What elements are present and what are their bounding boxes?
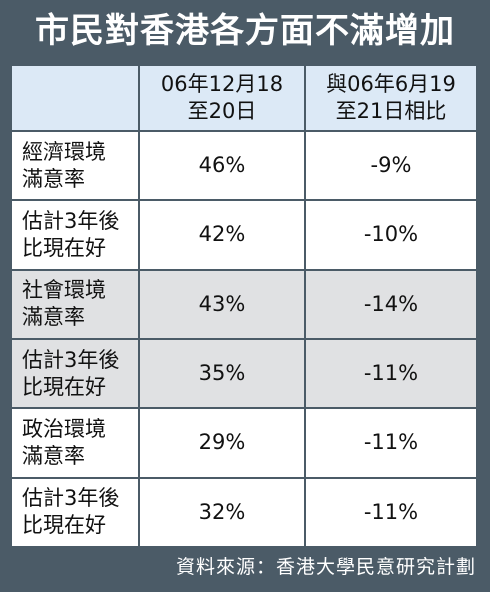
table-cell: -9% [306, 132, 476, 200]
header-line: 至20日 [187, 99, 257, 123]
table-cell: -10% [306, 201, 476, 269]
table-cell: 32% [140, 478, 304, 546]
table-cell: -11% [306, 340, 476, 408]
table-cell: -11% [306, 409, 476, 477]
column-header: 06年12月18 至20日 [140, 66, 304, 130]
table-cell: 43% [140, 270, 304, 338]
table-cell: 29% [140, 409, 304, 477]
row-label: 政治環境 滿意率 [12, 409, 138, 477]
table-cell: -11% [306, 478, 476, 546]
table-cell: 46% [140, 132, 304, 200]
header-line: 06年12月18 [160, 72, 284, 96]
label-line: 估計3年後 [22, 486, 120, 511]
column-header: 與06年6月19 至21日相比 [306, 66, 476, 130]
row-label: 經濟環境 滿意率 [12, 132, 138, 200]
row-label: 估計3年後 比現在好 [12, 340, 138, 408]
title: 市民對香港各方面不滿增加 [35, 11, 455, 51]
label-line: 經濟環境 [22, 139, 106, 164]
label-line: 估計3年後 [22, 208, 120, 233]
table: 06年12月18 至20日 與06年6月19 至21日相比 經濟環境 滿意率 46% -9% 估… [12, 66, 478, 546]
label-line: 比現在好 [22, 374, 106, 399]
label-line: 滿意率 [22, 305, 85, 330]
table-cell: 35% [140, 340, 304, 408]
row-label: 估計3年後 比現在好 [12, 201, 138, 269]
label-line: 估計3年後 [22, 347, 120, 372]
header-line: 至21日相比 [335, 99, 447, 123]
label-line: 政治環境 [22, 416, 106, 441]
table-cell: -14% [306, 270, 476, 338]
header-line: 與06年6月19 [326, 72, 456, 96]
label-line: 比現在好 [22, 513, 106, 538]
label-line: 滿意率 [22, 443, 85, 468]
header-corner [12, 66, 138, 130]
table-cell: 42% [140, 201, 304, 269]
label-line: 比現在好 [22, 235, 106, 260]
source-note: 資料來源：香港大學民意研究計劃 [175, 556, 476, 578]
label-line: 滿意率 [22, 166, 85, 191]
row-label: 社會環境 滿意率 [12, 270, 138, 338]
row-label: 估計3年後 比現在好 [12, 478, 138, 546]
label-line: 社會環境 [22, 278, 106, 303]
